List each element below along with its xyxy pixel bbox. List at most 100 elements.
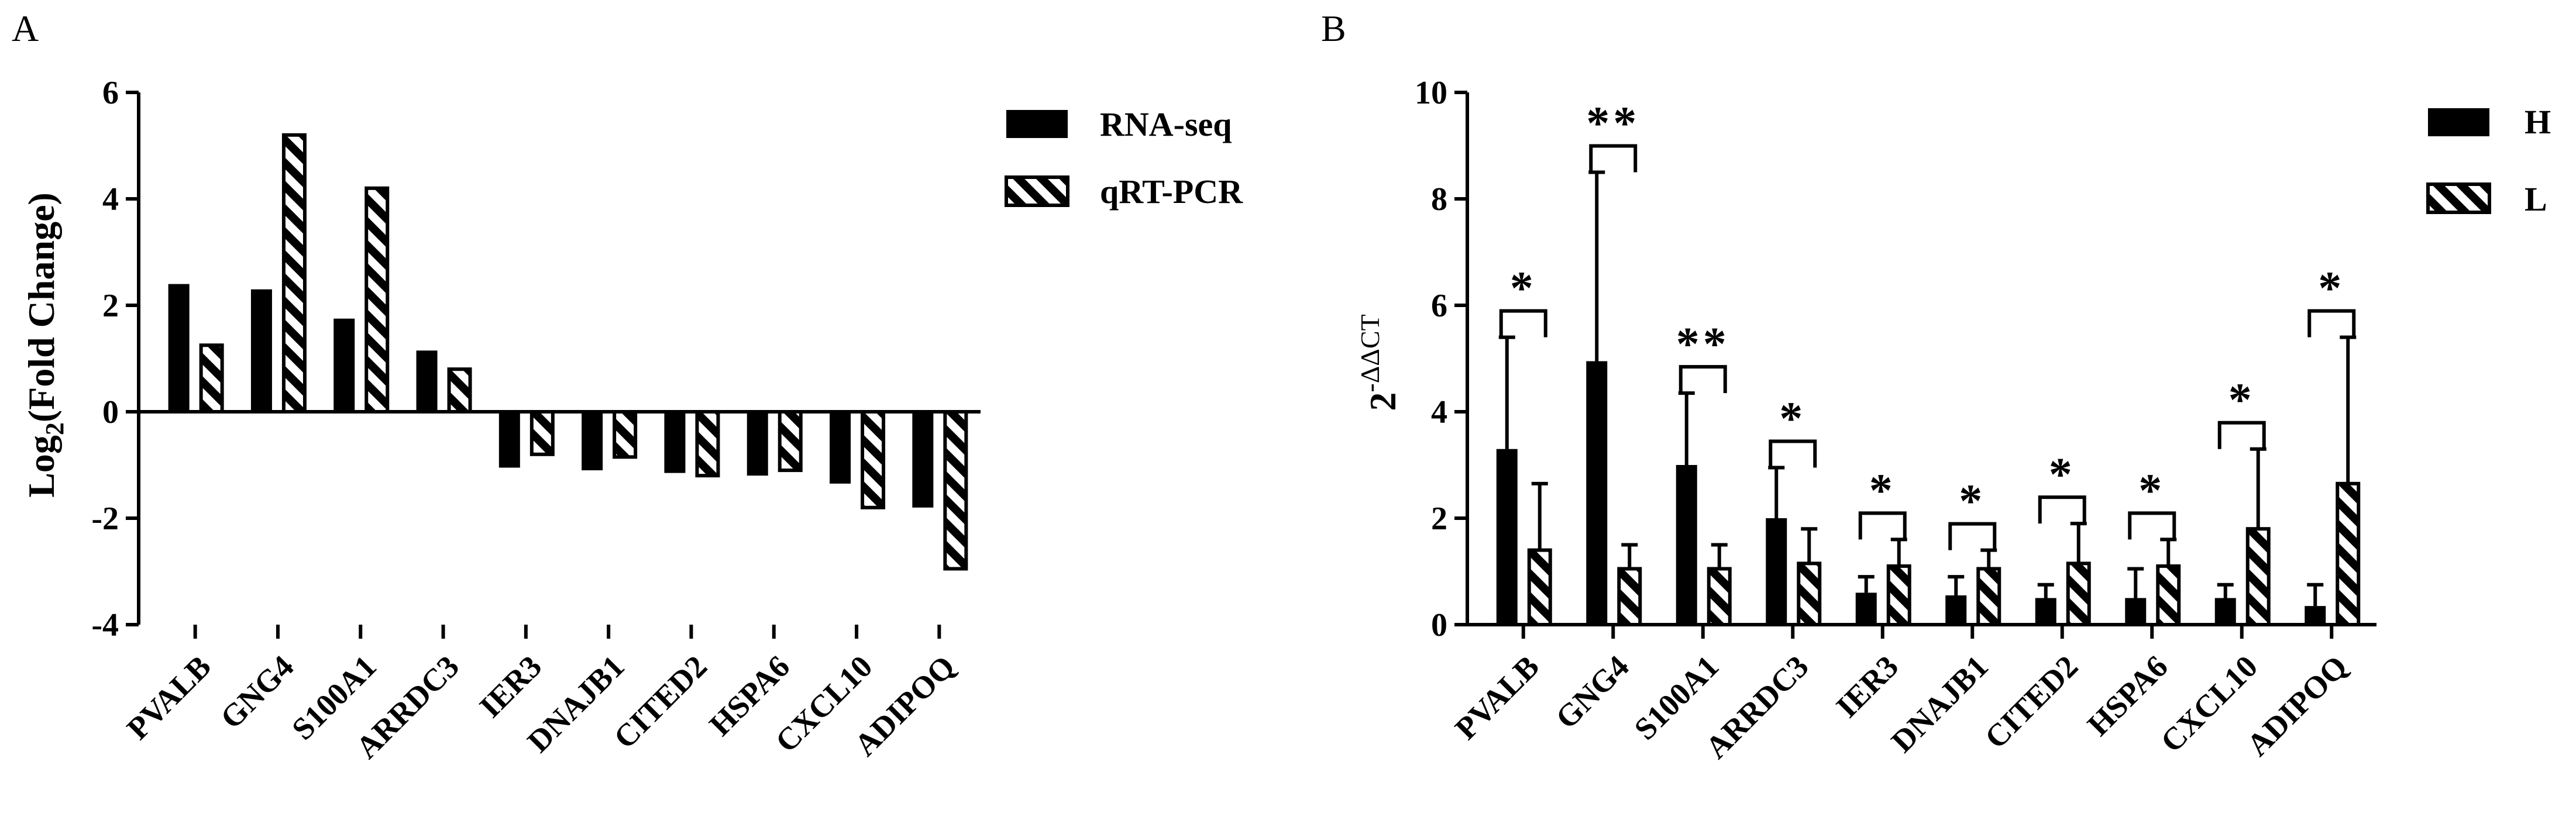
panel-a-bars xyxy=(168,133,968,571)
y-tick-label: 4 xyxy=(1431,394,1447,430)
y-tick-label: 2 xyxy=(102,288,119,324)
x-tick-label-dnajb1: DNAJB1 xyxy=(1884,649,1995,759)
bar-rna-seq-hspa6 xyxy=(747,412,768,476)
bar-h-cxcl10 xyxy=(2214,598,2236,625)
y-tick-label: 0 xyxy=(1431,607,1447,643)
bar-h-dnajb1 xyxy=(1945,595,1967,625)
bar-h-pvalb xyxy=(1496,449,1518,625)
bar-qrt-pcr-dnajb1 xyxy=(613,410,638,459)
significance-bracket-gng4 xyxy=(1589,144,1638,173)
bar-qrt-pcr-adipoq xyxy=(943,410,968,571)
bar-qrt-pcr-gng4 xyxy=(281,133,307,414)
significance-mark-hspa6: * xyxy=(2138,465,2165,516)
panel-b-significance: ******* ** *** xyxy=(1499,98,2356,550)
legend-label-h: H xyxy=(2525,103,2551,141)
significance-mark-ier3: * xyxy=(1869,465,1896,516)
significance-mark-adipoq: * xyxy=(2318,263,2345,315)
bar-l-pvalb xyxy=(1527,548,1552,626)
significance-bracket-s100a1 xyxy=(1679,365,1727,394)
bar-qrt-pcr-cxcl10 xyxy=(861,410,886,509)
bar-h-cited2 xyxy=(2035,598,2056,625)
significance-bracket-cited2 xyxy=(2038,495,2086,524)
bar-h-hspa6 xyxy=(2125,598,2147,625)
significance-mark-dnajb1: * xyxy=(1959,476,1986,528)
y-tick-label: 6 xyxy=(102,75,119,111)
significance-mark-pvalb: * xyxy=(1510,263,1537,315)
significance-bracket-adipoq xyxy=(2307,309,2356,337)
legend-swatch-qrt-pcr xyxy=(1005,175,1069,207)
x-tick-label-adipoq: ADIPOQ xyxy=(2240,649,2354,763)
x-tick-label-cited2: CITED2 xyxy=(607,649,713,755)
significance-bracket-pvalb xyxy=(1499,309,1547,337)
y-tick-label: 2 xyxy=(1431,501,1447,537)
significance-bracket-ier3 xyxy=(1858,511,1907,540)
bar-h-s100a1 xyxy=(1676,465,1697,625)
bar-qrt-pcr-pvalb xyxy=(199,343,224,414)
y-tick-label: 4 xyxy=(102,181,119,218)
y-tick-label: 0 xyxy=(102,394,119,430)
x-tick-label-pvalb: PVALB xyxy=(120,649,218,746)
bar-l-ier3 xyxy=(1886,564,1911,627)
y-tick-label: 10 xyxy=(1415,75,1447,111)
y-tick-label: -4 xyxy=(91,607,119,643)
bar-l-dnajb1 xyxy=(1976,567,2001,627)
bar-rna-seq-s100a1 xyxy=(333,318,355,412)
bar-l-cxcl10 xyxy=(2245,527,2271,627)
bar-rna-seq-adipoq xyxy=(912,412,934,508)
significance-mark-gng4: ** xyxy=(1586,98,1640,150)
bar-h-adipoq xyxy=(2305,606,2326,625)
x-tick-label-pvalb: PVALB xyxy=(1448,649,1546,746)
bar-qrt-pcr-hspa6 xyxy=(778,410,803,473)
panel-b-y-axis-title: 2-ΔΔCT xyxy=(1355,314,1404,411)
bar-rna-seq-cited2 xyxy=(664,412,686,473)
bar-rna-seq-gng4 xyxy=(250,289,272,412)
significance-mark-s100a1: ** xyxy=(1676,319,1730,370)
bar-l-hspa6 xyxy=(2156,564,2181,627)
panel-a-letter: A xyxy=(12,8,39,49)
panel-a-y-ticks: 6 4 2 0 -2 -4 xyxy=(91,75,139,643)
legend-label-l: L xyxy=(2525,180,2547,218)
bar-h-gng4 xyxy=(1586,361,1608,625)
bar-l-gng4 xyxy=(1617,567,1642,627)
significance-mark-cited2: * xyxy=(2049,449,2076,501)
y-tick-label: -2 xyxy=(91,501,119,537)
panel-b-legend: H L xyxy=(2426,103,2551,218)
panel-b-y-ticks: 10 8 6 4 2 0 xyxy=(1415,75,1467,643)
y-tick-label: 8 xyxy=(1431,181,1447,218)
bar-rna-seq-dnajb1 xyxy=(582,412,603,471)
panel-a-y-axis-title: Log2(Fold Change) xyxy=(20,192,69,498)
bar-l-cited2 xyxy=(2066,561,2091,626)
bar-l-arrdc3 xyxy=(1797,561,1822,626)
x-tick-label-gng4: GNG4 xyxy=(1549,649,1636,736)
x-tick-label-cited2: CITED2 xyxy=(1978,649,2085,755)
bar-rna-seq-arrdc3 xyxy=(416,350,438,412)
bar-h-ier3 xyxy=(1855,592,1877,625)
significance-mark-cxcl10: * xyxy=(2228,375,2255,426)
bar-qrt-pcr-cited2 xyxy=(695,410,720,478)
legend-swatch-rna-seq xyxy=(1006,110,1068,138)
bar-h-arrdc3 xyxy=(1766,518,1787,625)
significance-mark-arrdc3: * xyxy=(1779,394,1806,445)
panel-b-letter: B xyxy=(1321,8,1346,49)
legend-swatch-l xyxy=(2426,182,2491,214)
y-tick-label: 6 xyxy=(1431,288,1447,324)
legend-swatch-h xyxy=(2428,108,2489,136)
significance-bracket-cxcl10 xyxy=(2217,421,2266,449)
bar-l-adipoq xyxy=(2336,481,2361,626)
x-tick-label-ier3: IER3 xyxy=(473,649,548,724)
bar-l-s100a1 xyxy=(1707,567,1732,627)
bar-rna-seq-cxcl10 xyxy=(830,412,851,484)
legend-label-rna-seq: RNA-seq xyxy=(1100,105,1232,143)
panel-a-legend: RNA-seq qRT-PCR xyxy=(1005,105,1243,211)
significance-bracket-arrdc3 xyxy=(1769,439,1817,468)
panel-b-error-bars xyxy=(1498,170,2357,607)
significance-bracket-dnajb1 xyxy=(1948,522,1997,550)
bar-rna-seq-pvalb xyxy=(168,284,190,412)
bar-qrt-pcr-arrdc3 xyxy=(447,367,472,414)
bar-qrt-pcr-ier3 xyxy=(529,410,555,456)
